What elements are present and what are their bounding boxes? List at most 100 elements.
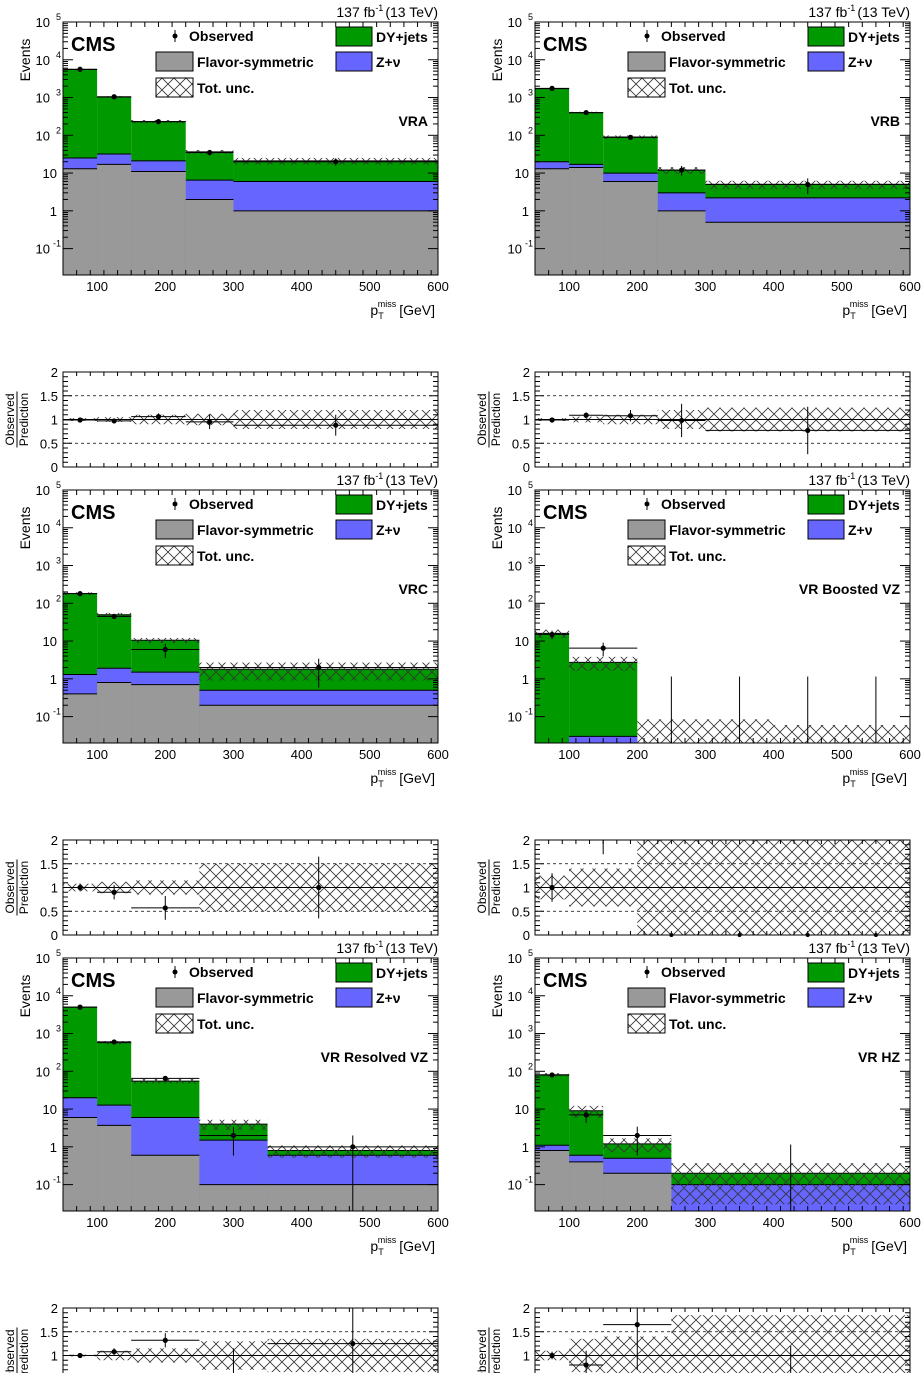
ratio-point <box>111 418 117 424</box>
y-tick-exp: 2 <box>528 125 533 135</box>
observed-point <box>583 1112 589 1118</box>
observed-point <box>549 85 555 91</box>
ratio-point <box>316 884 322 891</box>
legend-znu-swatch <box>335 987 373 1008</box>
observed-point <box>600 645 606 651</box>
legend-fs-swatch <box>155 519 194 540</box>
legend-fs-label: Flavor-symmetric <box>669 990 786 1006</box>
flavor-symmetric-bar <box>603 181 658 275</box>
y-tick-label: 10 <box>508 989 522 1004</box>
flavor-symmetric-bar <box>63 168 98 275</box>
x-tick-label: 100 <box>86 279 108 294</box>
cms-label: CMS <box>71 502 115 524</box>
y-axis-label: Events <box>17 39 33 82</box>
y-tick-exp: 4 <box>528 518 533 528</box>
ratio-y-tick-label: 0.5 <box>40 436 58 451</box>
y-tick-label: 10 <box>36 128 50 143</box>
y-tick-label: 10 <box>36 596 50 611</box>
y-tick-label: 10 <box>36 1064 50 1079</box>
cms-label: CMS <box>71 970 115 992</box>
legend-fs-label: Flavor-symmetric <box>197 522 314 538</box>
y-tick-label: 10 <box>36 53 50 68</box>
ratio-y-tick-label: 2 <box>523 365 530 380</box>
ratio-point <box>350 1341 356 1347</box>
legend-dy-label: DY+jets <box>848 965 900 981</box>
y-tick-label: 1 <box>50 672 57 687</box>
y-tick-exp: 5 <box>56 12 61 22</box>
main-frame <box>62 489 439 744</box>
x-axis-label: pTmiss [GeV] <box>842 1235 907 1257</box>
ratio-y-tick-label: 1 <box>523 413 530 428</box>
x-tick-label: 600 <box>899 279 921 294</box>
y-tick-label: 10 <box>43 166 57 181</box>
y-tick-exp: 3 <box>528 1024 533 1034</box>
observed-point <box>549 1072 555 1078</box>
flavor-symmetric-bar <box>705 222 910 275</box>
x-tick-label: 500 <box>359 747 381 762</box>
x-axis-label: pTmiss [GeV] <box>370 767 435 789</box>
y-tick-label: 10 <box>508 128 522 143</box>
main-frame <box>534 957 911 1212</box>
ratio-y-tick-label: 0 <box>523 460 530 475</box>
legend-unc-swatch <box>155 545 194 566</box>
y-tick-label: 10 <box>36 521 50 536</box>
y-tick-label: 10 <box>36 483 50 498</box>
legend-znu-label: Z+ν <box>848 990 873 1006</box>
y-tick-label: 10 <box>508 53 522 68</box>
uncertainty-band <box>131 1078 200 1084</box>
legend-unc-label: Tot. unc. <box>669 80 726 96</box>
y-tick-label: 10 <box>36 91 50 106</box>
x-tick-label: 300 <box>695 1215 717 1230</box>
y-axis-label: Events <box>489 507 505 550</box>
observed-point <box>111 613 117 619</box>
legend-dy-label: DY+jets <box>848 497 900 513</box>
x-tick-label: 600 <box>427 279 449 294</box>
legend-dy-swatch <box>807 962 845 983</box>
ratio-y-tick-label: 0.5 <box>512 904 530 919</box>
flavor-symmetric-bar <box>233 210 438 275</box>
ratio-point <box>583 1362 589 1368</box>
ratio-y-tick-label: 1 <box>51 1349 58 1364</box>
ratio-label-numerator: Observed <box>475 1329 489 1373</box>
y-tick-exp: 3 <box>56 1024 61 1034</box>
cms-label: CMS <box>543 34 587 56</box>
x-tick-label: 500 <box>359 279 381 294</box>
y-tick-exp: -1 <box>53 1175 61 1185</box>
observed-point <box>230 1132 237 1139</box>
legend-unc-label: Tot. unc. <box>197 80 254 96</box>
x-tick-label: 400 <box>291 1215 313 1230</box>
legend-observed-marker <box>644 33 650 39</box>
legend-fs-label: Flavor-symmetric <box>197 990 314 1006</box>
ratio-label-denominator: Prediction <box>17 1329 31 1373</box>
y-tick-exp: 2 <box>528 593 533 603</box>
x-tick-label: 500 <box>831 1215 853 1230</box>
y-tick-exp: -1 <box>525 1175 533 1185</box>
dy-jets-bar <box>535 633 570 743</box>
observed-point <box>678 167 685 173</box>
ratio-label-numerator: Observed <box>3 393 17 445</box>
legend-observed-marker <box>644 969 650 975</box>
observed-point <box>805 181 811 188</box>
legend-fs-label: Flavor-symmetric <box>669 54 786 70</box>
ratio-y-tick-label: 1 <box>51 881 58 896</box>
ratio-y-tick-label: 2 <box>51 365 58 380</box>
y-tick-label: 1 <box>522 1140 529 1155</box>
flavor-symmetric-bar <box>535 168 570 275</box>
dy-jets-bar <box>569 662 638 743</box>
cms-label: CMS <box>543 970 587 992</box>
legend-dy-swatch <box>807 26 845 47</box>
y-tick-exp: 4 <box>528 986 533 996</box>
ratio-y-tick-label: 2 <box>51 1301 58 1316</box>
ratio-point <box>333 422 339 428</box>
ratio-point <box>111 1349 117 1355</box>
legend-fs-swatch <box>627 519 666 540</box>
legend-znu-label: Z+ν <box>376 990 401 1006</box>
lumi-label: 137 fb-1 (13 TeV) <box>336 3 438 20</box>
y-tick-exp: 5 <box>528 480 533 490</box>
observed-point <box>350 1144 356 1150</box>
ratio-label-numerator: Observed <box>3 861 17 913</box>
legend-dy-swatch <box>335 962 373 983</box>
legend-unc-swatch <box>155 1013 194 1034</box>
y-tick-label: 10 <box>508 521 522 536</box>
